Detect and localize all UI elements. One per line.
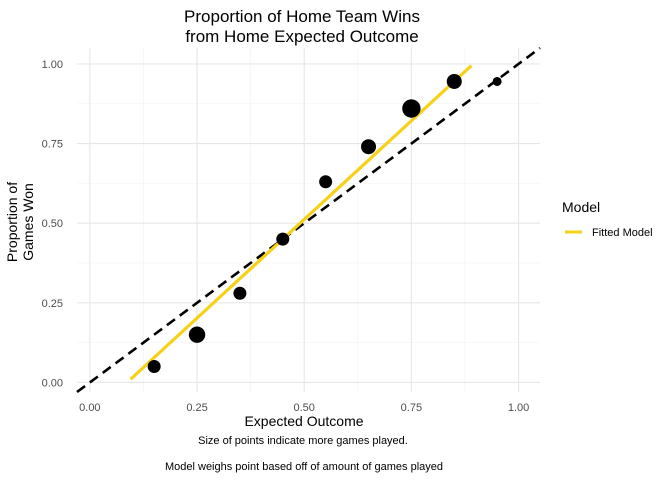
data-point bbox=[147, 360, 161, 374]
y-axis-title-line-1: Proportion of bbox=[4, 182, 20, 262]
data-points bbox=[147, 73, 502, 374]
data-point bbox=[319, 175, 333, 189]
x-tick-label: 0.00 bbox=[79, 402, 100, 414]
data-point bbox=[361, 139, 377, 155]
x-tick-label: 0.50 bbox=[294, 402, 315, 414]
data-point bbox=[492, 76, 502, 86]
data-point bbox=[402, 99, 421, 118]
y-axis-title-line-2: Games Won bbox=[20, 183, 36, 261]
reference-line bbox=[76, 46, 541, 394]
caption-line-1: Size of points indicate more games playe… bbox=[198, 435, 408, 447]
y-tick-label: 0.25 bbox=[42, 298, 63, 310]
data-point bbox=[446, 73, 462, 89]
y-tick-labels: 0.00 0.25 0.50 0.75 1.00 bbox=[42, 59, 63, 390]
y-tick-label: 1.00 bbox=[42, 59, 63, 71]
data-point bbox=[233, 286, 247, 300]
x-tick-label: 0.25 bbox=[186, 402, 207, 414]
y-tick-label: 0.50 bbox=[42, 218, 63, 230]
chart-title-line-1: Proportion of Home Team Wins bbox=[184, 7, 420, 26]
legend-title: Model bbox=[562, 199, 600, 215]
chart-title-line-2: from Home Expected Outcome bbox=[185, 27, 418, 46]
legend: Model Fitted Model bbox=[562, 199, 653, 239]
y-tick-label: 0.75 bbox=[42, 139, 63, 151]
data-point bbox=[276, 232, 290, 246]
x-axis-title: Expected Outcome bbox=[244, 413, 363, 429]
x-tick-labels: 0.00 0.25 0.50 0.75 1.00 bbox=[79, 402, 529, 414]
x-tick-label: 1.00 bbox=[508, 402, 529, 414]
fitted-line-layer bbox=[129, 64, 473, 381]
fitted-model-line bbox=[129, 64, 473, 381]
y-tick-label: 0.00 bbox=[42, 377, 63, 389]
x-tick-label: 0.75 bbox=[401, 402, 422, 414]
reference-line-layer bbox=[76, 46, 541, 394]
data-point bbox=[188, 326, 206, 343]
caption-line-2: Model weighs point based off of amount o… bbox=[165, 461, 443, 473]
legend-label-fitted-model: Fitted Model bbox=[592, 227, 653, 239]
